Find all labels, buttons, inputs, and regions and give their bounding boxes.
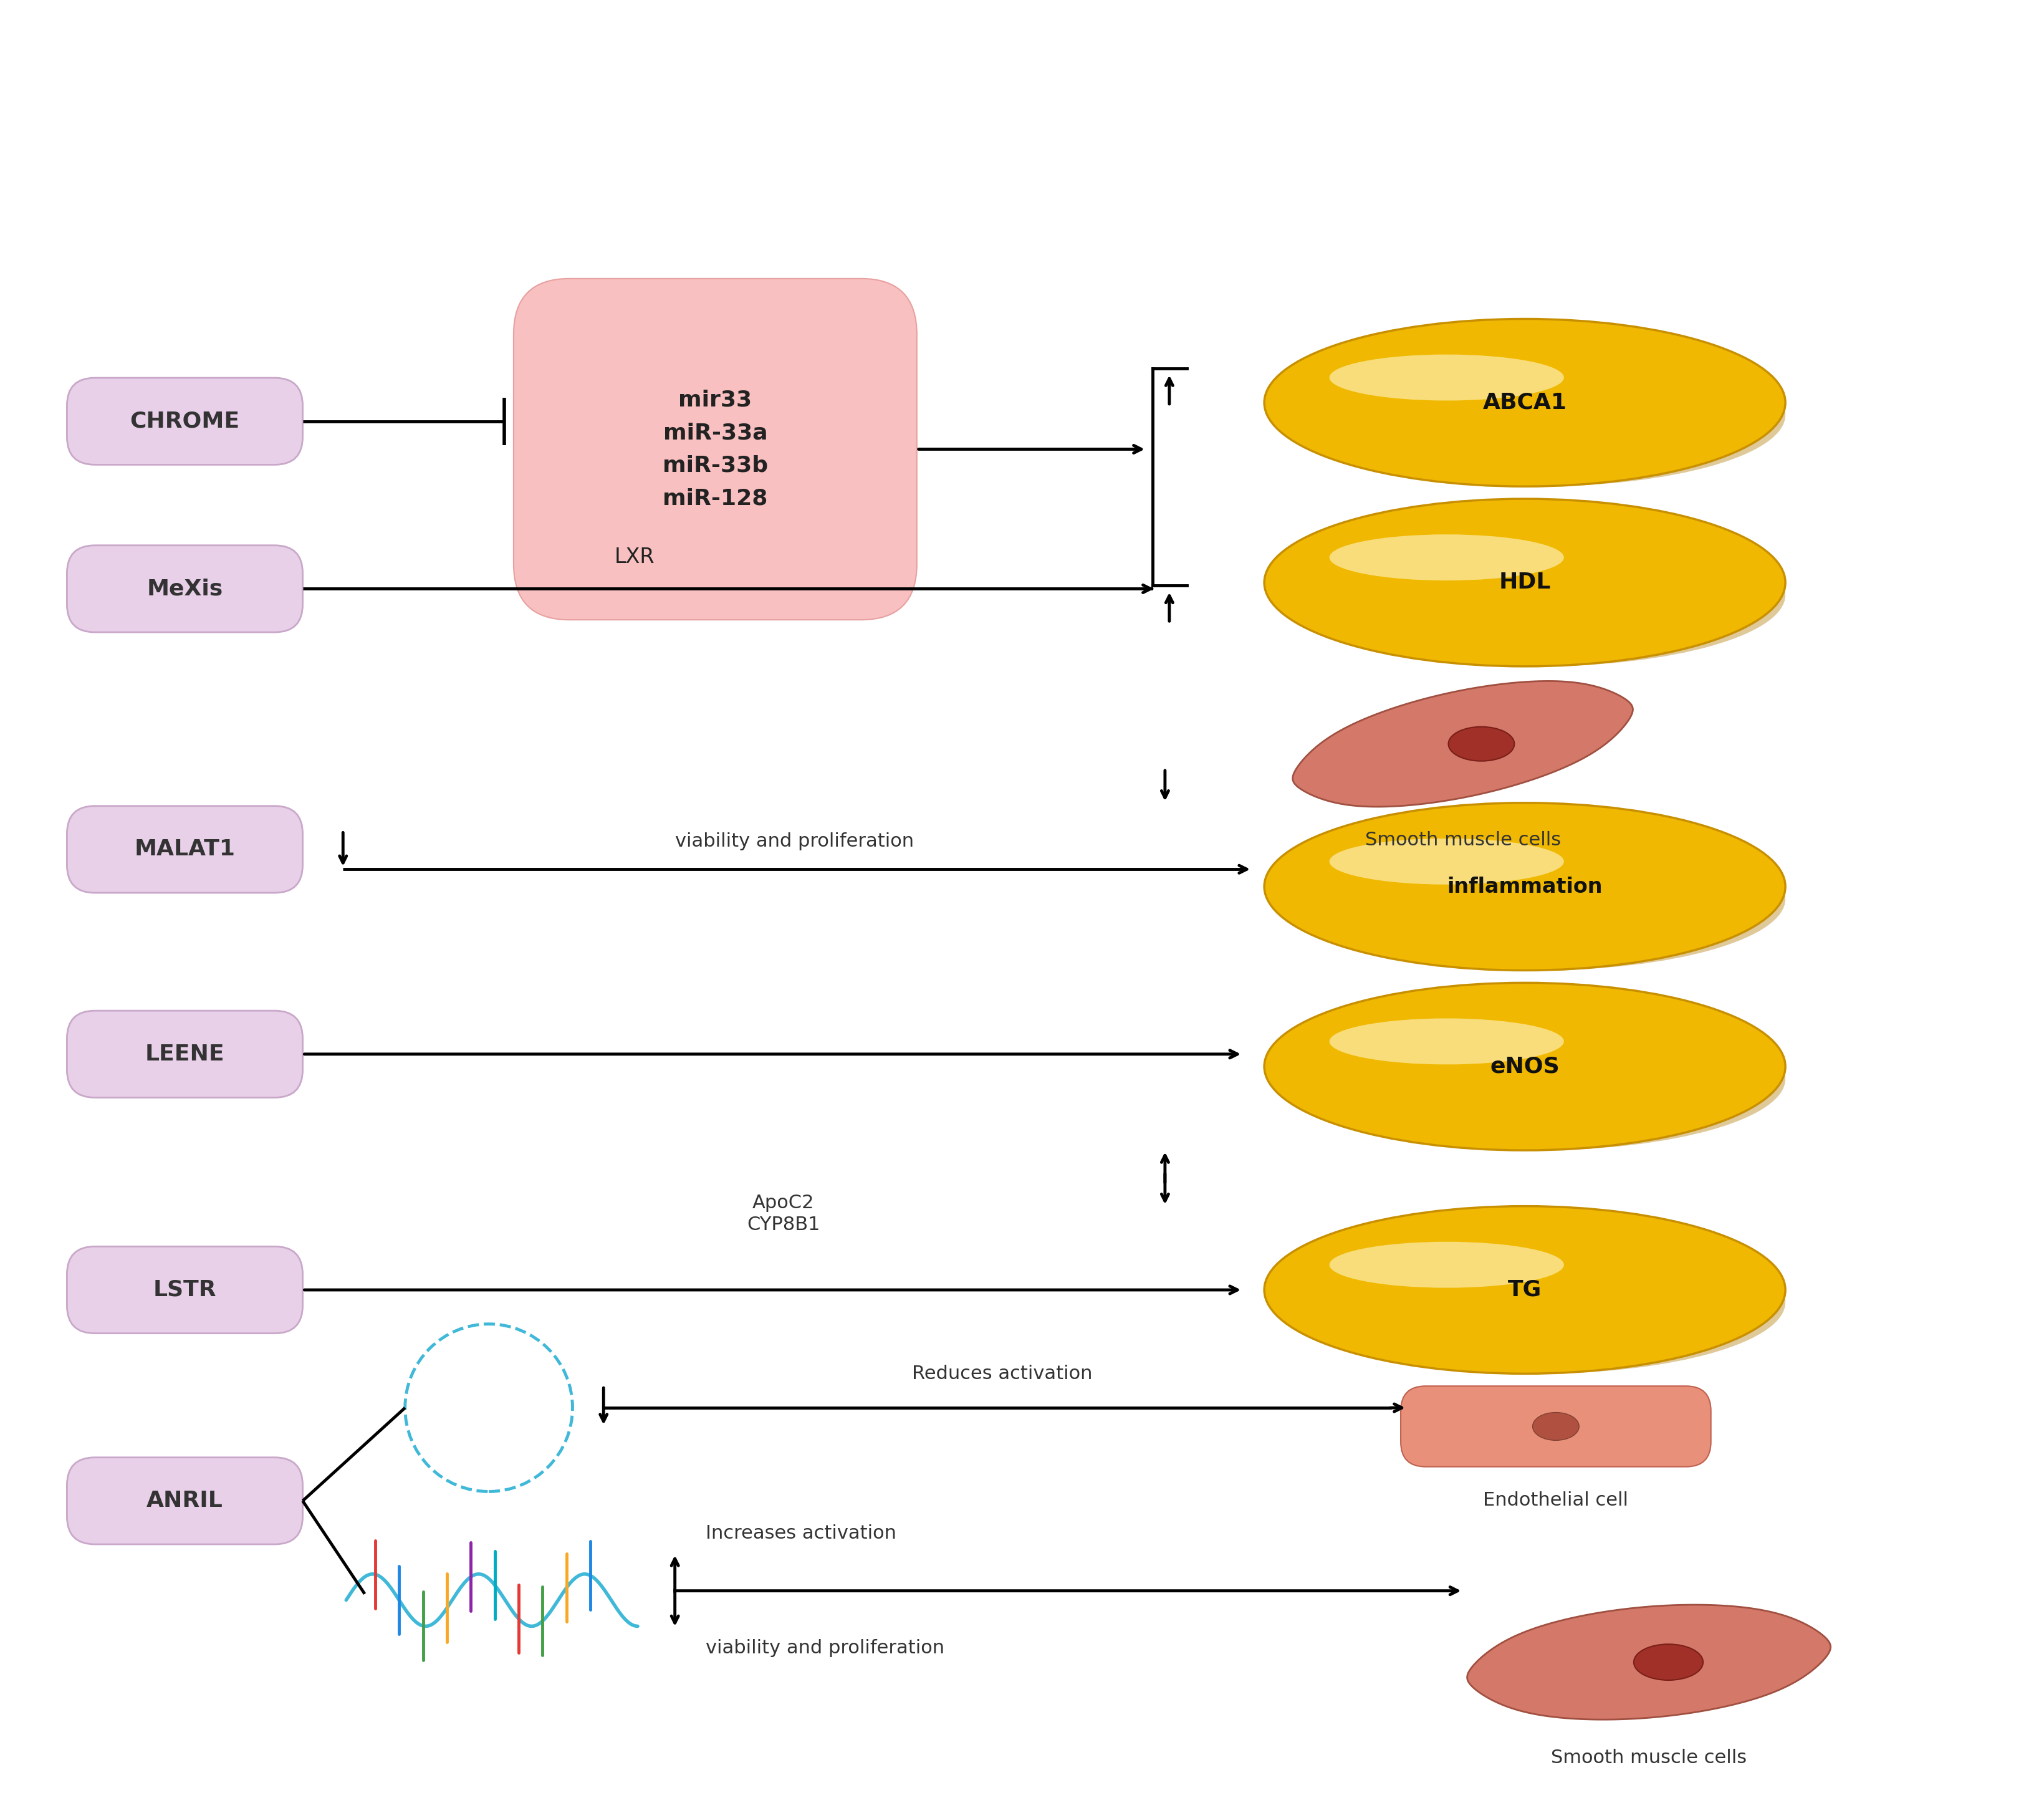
Text: LSTR: LSTR (153, 1280, 217, 1300)
Ellipse shape (1290, 1008, 1784, 1150)
Ellipse shape (1263, 983, 1784, 1150)
Text: Smooth muscle cells: Smooth muscle cells (1365, 831, 1560, 849)
Ellipse shape (1329, 534, 1564, 581)
Text: ANRIL: ANRIL (147, 1491, 223, 1511)
Text: MALAT1: MALAT1 (135, 838, 235, 860)
Ellipse shape (1533, 1412, 1578, 1441)
Text: viability and proliferation: viability and proliferation (675, 833, 914, 851)
Text: Endothelial cell: Endothelial cell (1482, 1491, 1627, 1509)
Ellipse shape (1329, 838, 1564, 885)
Text: LXR: LXR (615, 546, 654, 568)
Ellipse shape (1329, 355, 1564, 400)
Text: inflammation: inflammation (1447, 876, 1602, 896)
Text: LEENE: LEENE (145, 1044, 225, 1066)
FancyBboxPatch shape (67, 379, 303, 465)
FancyBboxPatch shape (67, 1246, 303, 1334)
Text: HDL: HDL (1498, 572, 1549, 593)
Text: eNOS: eNOS (1490, 1057, 1560, 1076)
Text: TG: TG (1506, 1280, 1541, 1300)
Ellipse shape (1290, 525, 1784, 667)
Ellipse shape (1263, 319, 1784, 487)
Ellipse shape (1633, 1644, 1703, 1680)
FancyBboxPatch shape (67, 545, 303, 633)
Text: CHROME: CHROME (131, 411, 239, 433)
FancyBboxPatch shape (67, 806, 303, 892)
Ellipse shape (1290, 344, 1784, 487)
Ellipse shape (1263, 499, 1784, 667)
Ellipse shape (1290, 1231, 1784, 1374)
Ellipse shape (1263, 1206, 1784, 1374)
Text: mir33
miR-33a
miR-33b
miR-128: mir33 miR-33a miR-33b miR-128 (662, 389, 769, 508)
PathPatch shape (1468, 1605, 1829, 1720)
Text: Smooth muscle cells: Smooth muscle cells (1551, 1749, 1746, 1767)
Text: ABCA1: ABCA1 (1482, 391, 1566, 413)
Text: viability and proliferation: viability and proliferation (705, 1639, 944, 1657)
Ellipse shape (1290, 828, 1784, 970)
Ellipse shape (1263, 802, 1784, 970)
FancyBboxPatch shape (67, 1457, 303, 1545)
Text: ApoC2
CYP8B1: ApoC2 CYP8B1 (746, 1194, 820, 1233)
FancyBboxPatch shape (67, 1011, 303, 1098)
Text: Increases activation: Increases activation (705, 1524, 897, 1542)
FancyBboxPatch shape (513, 279, 916, 620)
PathPatch shape (1292, 682, 1633, 806)
Ellipse shape (1447, 727, 1515, 761)
Text: MeXis: MeXis (147, 579, 223, 599)
Ellipse shape (1329, 1242, 1564, 1287)
Text: Reduces activation: Reduces activation (912, 1365, 1091, 1383)
Ellipse shape (1329, 1019, 1564, 1064)
FancyBboxPatch shape (1400, 1387, 1711, 1466)
